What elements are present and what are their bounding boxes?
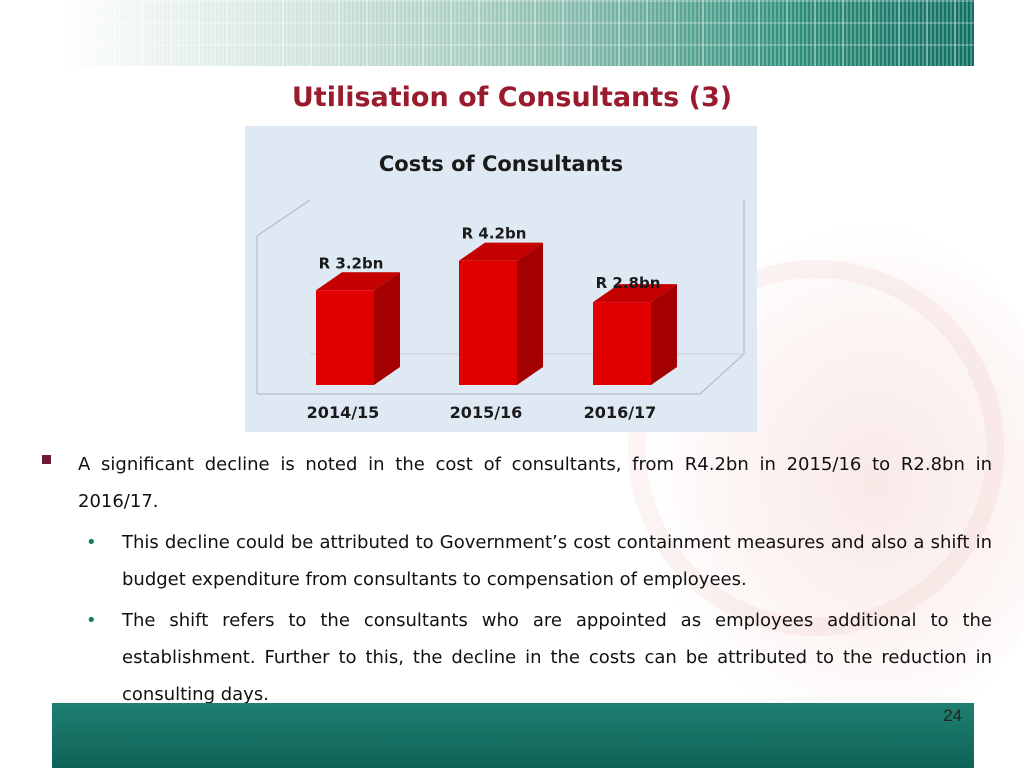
category-label: 2016/17: [584, 403, 657, 422]
category-label: 2014/15: [307, 403, 380, 422]
bullet-list: A significant decline is noted in the co…: [40, 446, 992, 713]
floor-front-edge: [257, 353, 745, 395]
bar-front: [459, 260, 517, 385]
square-bullet-icon: [42, 455, 51, 464]
category-label: 2015/16: [450, 403, 523, 422]
sub-bullet-1-text: This decline could be attributed to Gove…: [122, 532, 992, 590]
bar-2016/17: [593, 284, 677, 385]
bar-top: [593, 284, 677, 303]
bar-chart: 2014/15 2015/16 2016/17 R 3.2bn R 4.2bn R 2.…: [256, 199, 745, 422]
bar-2014/15: [316, 272, 400, 385]
dot-bullet-icon: •: [86, 532, 97, 553]
header-band: [60, 0, 974, 66]
bar-top: [316, 272, 400, 291]
dot-bullet-icon: •: [86, 610, 97, 631]
value-label: R 2.8bn: [596, 274, 661, 292]
left-wall-edge: [256, 199, 311, 394]
bar-front: [316, 290, 374, 385]
sub-bullet-1: • This decline could be attributed to Go…: [40, 524, 992, 598]
bullet-main: A significant decline is noted in the co…: [40, 446, 992, 520]
bar-side: [517, 242, 543, 385]
bar-2015/16: [459, 242, 543, 385]
sub-bullet-2: • The shift refers to the consultants wh…: [40, 602, 992, 713]
chart-title: Costs of Consultants: [378, 152, 624, 176]
bar-top: [459, 242, 543, 261]
bar-side: [374, 272, 400, 385]
page-number: 24: [943, 706, 962, 725]
bullet-main-text: A significant decline is noted in the co…: [78, 454, 992, 512]
footer-band: [52, 703, 974, 768]
bar-side: [651, 284, 677, 385]
value-label: R 4.2bn: [462, 225, 527, 243]
bar-front: [593, 302, 651, 385]
header-tiles: [60, 0, 974, 66]
slide-title: Utilisation of Consultants (3): [291, 82, 733, 113]
value-label: R 3.2bn: [319, 254, 384, 272]
sub-bullet-2-text: The shift refers to the consultants who …: [122, 610, 992, 705]
